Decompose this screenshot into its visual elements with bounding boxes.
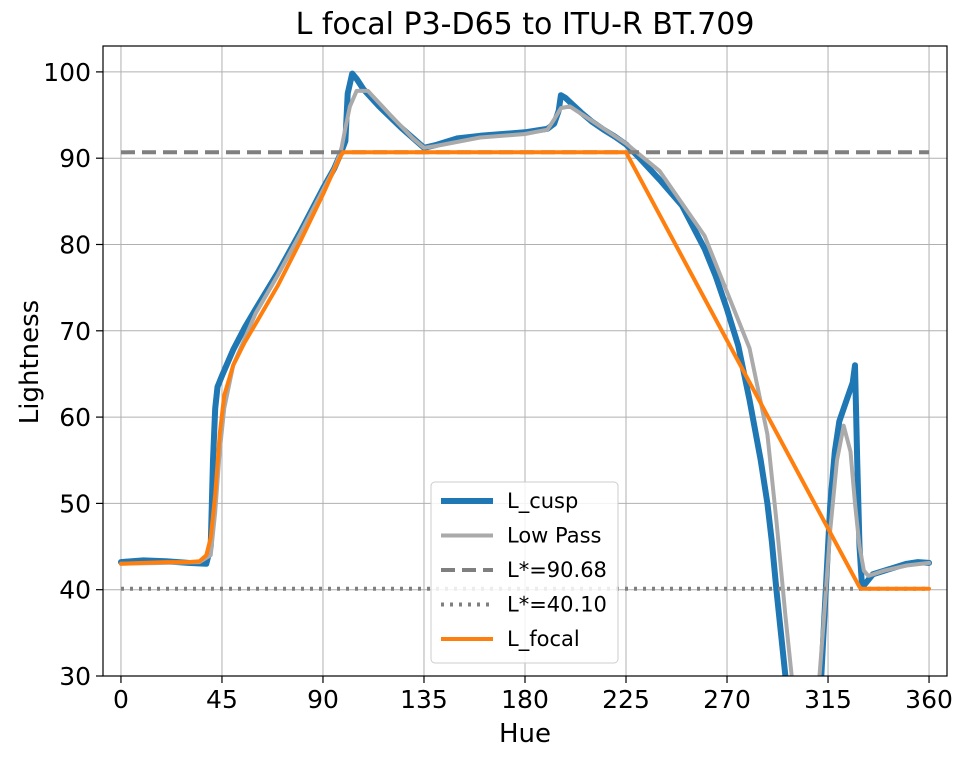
- y-tick-label: 90: [59, 144, 91, 173]
- x-tick-label: 315: [804, 685, 852, 714]
- legend-label-low-pass: Low Pass: [507, 524, 602, 548]
- x-tick-label: 135: [400, 685, 448, 714]
- y-axis-label: Lightness: [15, 300, 45, 424]
- ticks: 0 45 90 135 180 225 270 315 360 30 40 50 60 70 80 90 100: [43, 58, 953, 714]
- x-tick-label: 270: [703, 685, 751, 714]
- x-tick-label: 0: [113, 685, 129, 714]
- x-tick-label: 360: [905, 685, 953, 714]
- legend-label-l-focal: L_focal: [507, 627, 580, 652]
- y-tick-label: 40: [59, 576, 91, 605]
- x-tick-label: 180: [501, 685, 549, 714]
- legend-label-l-90-68: L*=90.68: [507, 558, 607, 582]
- x-tick-label: 45: [206, 685, 238, 714]
- y-tick-label: 70: [59, 317, 91, 346]
- legend-label-l-40-10: L*=40.10: [507, 593, 607, 617]
- x-tick-label: 90: [307, 685, 339, 714]
- y-tick-label: 80: [59, 230, 91, 259]
- legend-label-l-cusp: L_cusp: [507, 489, 578, 514]
- y-tick-label: 30: [59, 662, 91, 691]
- series-line-low-pass: [119, 88, 931, 676]
- y-tick-label: 100: [43, 58, 91, 87]
- chart-title: L focal P3-D65 to ITU-R BT.709: [296, 7, 755, 42]
- x-axis-label: Hue: [499, 719, 551, 749]
- series-line-l-focal: [119, 150, 931, 591]
- legend-box: [430, 481, 619, 664]
- x-tick-label: 225: [602, 685, 650, 714]
- y-tick-label: 60: [59, 403, 91, 432]
- series-layer: [118, 70, 932, 676]
- y-tick-label: 50: [59, 489, 91, 518]
- legend: L_cusp Low Pass L*=90.68 L*=40.10 L_focal: [430, 481, 619, 664]
